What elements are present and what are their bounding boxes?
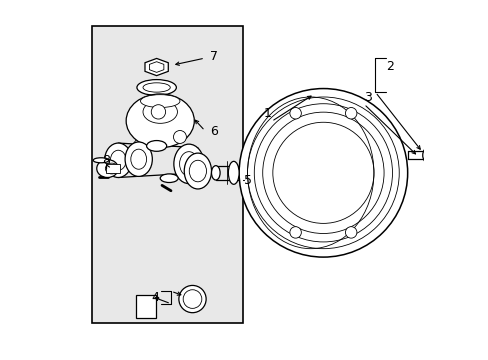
Ellipse shape xyxy=(179,285,206,313)
Ellipse shape xyxy=(151,105,165,119)
Text: 6: 6 xyxy=(210,125,218,138)
Bar xyxy=(136,294,155,318)
Text: 3: 3 xyxy=(364,91,371,104)
Ellipse shape xyxy=(104,143,132,177)
Ellipse shape xyxy=(142,100,177,123)
Ellipse shape xyxy=(189,160,206,182)
Ellipse shape xyxy=(184,153,211,189)
Text: 7: 7 xyxy=(209,50,218,63)
Ellipse shape xyxy=(110,150,126,170)
Ellipse shape xyxy=(125,142,152,176)
Bar xyxy=(92,26,242,323)
Ellipse shape xyxy=(142,83,170,92)
Polygon shape xyxy=(145,58,168,76)
Ellipse shape xyxy=(183,290,202,309)
Ellipse shape xyxy=(239,89,407,257)
Ellipse shape xyxy=(173,131,186,143)
Text: 4: 4 xyxy=(151,291,159,304)
Bar xyxy=(105,164,120,173)
Ellipse shape xyxy=(140,95,180,108)
Polygon shape xyxy=(149,62,163,72)
Ellipse shape xyxy=(228,161,239,184)
Ellipse shape xyxy=(105,163,118,174)
Ellipse shape xyxy=(137,80,176,95)
Ellipse shape xyxy=(211,166,220,180)
Ellipse shape xyxy=(179,152,198,176)
Ellipse shape xyxy=(174,144,203,184)
Ellipse shape xyxy=(345,227,356,238)
Ellipse shape xyxy=(289,108,301,119)
Ellipse shape xyxy=(93,158,109,163)
Text: 1: 1 xyxy=(264,107,271,120)
Text: 8: 8 xyxy=(102,154,110,167)
Ellipse shape xyxy=(131,149,146,169)
Text: 5: 5 xyxy=(244,174,252,186)
Ellipse shape xyxy=(422,147,433,163)
Text: 2: 2 xyxy=(385,60,393,73)
Ellipse shape xyxy=(160,174,178,183)
Ellipse shape xyxy=(146,140,166,151)
Ellipse shape xyxy=(345,108,356,119)
Ellipse shape xyxy=(289,227,301,238)
Ellipse shape xyxy=(97,159,118,177)
Ellipse shape xyxy=(126,94,194,148)
